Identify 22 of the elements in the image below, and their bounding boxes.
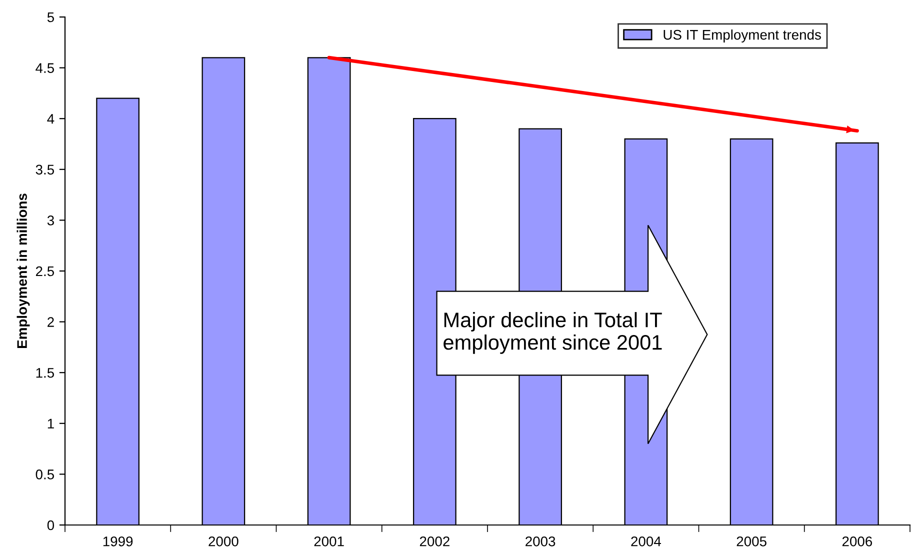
y-axis-title: Employment in millions [16,194,30,348]
y-tick-label: 4 [47,114,54,124]
annotation: Major decline in Total IT employment since 2001 [444,312,662,354]
x-tick-label: 2003 [526,536,556,546]
y-tick-label: 4.5 [36,63,54,73]
x-tick-label: 1999 [103,536,133,546]
x-tick-label: 2005 [736,536,766,546]
y-tick-label: 1 [48,418,54,428]
y-tick-label: 2.5 [36,266,54,276]
y-tick-label: 3 [47,216,54,226]
y-tick-label: 0.5 [36,470,54,480]
y-tick-label: 5 [47,12,54,22]
x-tick-label: 2002 [420,536,450,546]
x-tick-label: 2004 [631,536,661,546]
y-tick-label: 0 [47,520,54,530]
y-tick-label: 1.5 [36,368,54,378]
x-tick-label: 2006 [842,536,872,546]
y-tick-label: 2 [48,317,54,327]
x-tick-label: 2001 [314,536,344,546]
y-tick-label: 3.5 [36,164,54,175]
legend-label: US IT Employment trends [664,30,821,42]
x-tick-label: 2000 [208,536,238,546]
